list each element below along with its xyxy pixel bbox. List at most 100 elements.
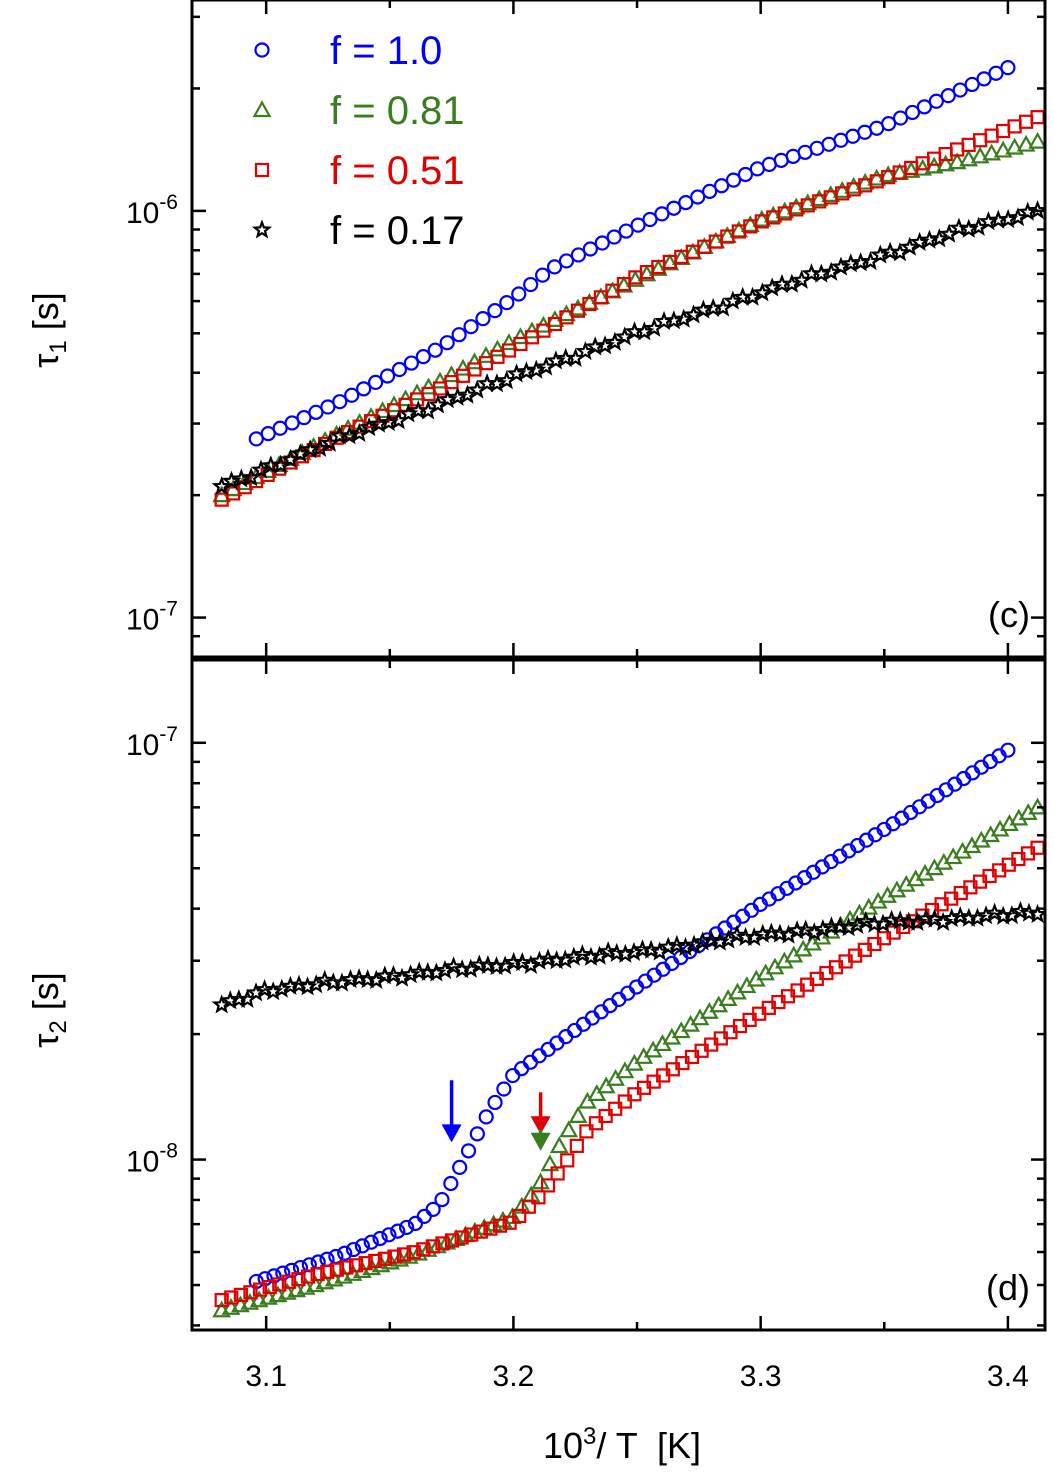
point-c-0-29 <box>594 235 610 251</box>
point-c-3-83 <box>1027 199 1045 220</box>
legend-label-0: f = 1.0 <box>330 29 442 73</box>
point-c-1-66 <box>970 146 990 164</box>
arrows-d <box>441 1080 551 1151</box>
point-d-0-34 <box>549 1035 565 1051</box>
point-c-1-64 <box>947 152 967 170</box>
point-d-2-38 <box>579 1124 594 1139</box>
series-c-2 <box>214 110 1045 507</box>
y-axis-title-c-main: τ <box>25 354 66 368</box>
point-d-3-9 <box>288 974 310 994</box>
legend-item-2: f = 0.51 <box>254 149 465 193</box>
point-c-0-26 <box>558 253 575 269</box>
points-d <box>211 742 1045 1318</box>
point-d-2-35 <box>550 1166 565 1181</box>
point-d-0-14 <box>372 1230 388 1247</box>
point-c-0-17 <box>451 327 467 343</box>
point-d-0-12 <box>354 1238 370 1254</box>
series-d-0 <box>248 742 1016 1290</box>
point-c-1-58 <box>878 165 898 183</box>
point-d-0-30 <box>513 1060 530 1077</box>
point-c-2-67 <box>984 128 999 143</box>
point-c-0-58 <box>940 88 956 104</box>
xtick-label-0: 3.1 <box>245 1360 287 1393</box>
point-d-0-21 <box>434 1191 450 1208</box>
point-d-0-15 <box>381 1227 397 1243</box>
point-c-0-53 <box>881 116 897 132</box>
point-c-0-33 <box>642 211 658 228</box>
point-d-1-38 <box>568 1106 588 1123</box>
point-d-1-33 <box>521 1185 541 1203</box>
point-d-2-14 <box>348 1258 364 1273</box>
point-c-2-69 <box>1007 119 1022 134</box>
point-c-1-50 <box>786 197 806 215</box>
point-d-2-24 <box>444 1233 460 1248</box>
point-d-2-26 <box>464 1227 479 1242</box>
y-axis-title-d-unit: [s] <box>25 972 66 1010</box>
point-d-3-60 <box>726 924 748 944</box>
panel-d: 10-710-8 3.1 3.2 3.3 3.4 τ2[s] (d) 103/ T [… <box>25 658 1047 1466</box>
point-c-3-47 <box>673 308 694 328</box>
point-c-1-52 <box>809 189 829 207</box>
point-c-3-8 <box>290 443 311 463</box>
point-c-1-68 <box>993 140 1013 158</box>
point-d-3-83 <box>924 908 945 928</box>
points-c <box>211 60 1045 507</box>
point-c-0-22 <box>511 286 527 302</box>
point-c-0-11 <box>379 368 396 384</box>
point-d-2-21 <box>416 1242 431 1257</box>
point-c-0-23 <box>523 276 539 293</box>
ytick-label-exp-d-0: -7 <box>159 723 178 746</box>
point-c-0-57 <box>928 93 944 109</box>
point-d-2-42 <box>617 1094 632 1109</box>
point-d-2-18 <box>387 1249 402 1264</box>
point-d-2-41 <box>608 1101 623 1116</box>
point-d-3-50 <box>641 939 662 959</box>
point-c-0-60 <box>964 76 980 93</box>
point-c-3-52 <box>722 290 743 310</box>
point-d-2-12 <box>329 1262 344 1277</box>
point-d-0-16 <box>390 1223 406 1239</box>
point-d-1-35 <box>540 1154 560 1172</box>
point-d-2-6 <box>272 1277 287 1292</box>
point-c-0-3 <box>284 415 300 431</box>
point-c-0-55 <box>904 104 921 121</box>
point-d-0-29 <box>505 1067 521 1084</box>
point-c-1-57 <box>867 168 887 186</box>
y-axis-title-d-main: τ <box>25 1034 66 1048</box>
point-d-2-17 <box>377 1251 392 1266</box>
y-tick-labels-d: 10-710-8 <box>126 723 178 1179</box>
point-d-2-27 <box>473 1224 488 1239</box>
point-d-2-22 <box>425 1239 440 1254</box>
point-c-0-28 <box>582 241 598 257</box>
panel-label-c: (c) <box>988 594 1030 635</box>
point-d-2-3 <box>243 1285 258 1300</box>
legend-label-2: f = 0.51 <box>330 149 465 193</box>
ytick-label-base-c-1: 10 <box>126 604 159 637</box>
series-d-3 <box>211 900 1045 1014</box>
point-c-0-27 <box>570 247 587 263</box>
point-c-0-59 <box>952 82 968 98</box>
ticks-d <box>192 660 1045 1330</box>
point-c-0-20 <box>487 303 503 319</box>
point-c-0-38 <box>702 183 718 199</box>
point-c-0-16 <box>439 335 455 351</box>
point-c-0-30 <box>606 229 622 245</box>
point-c-1-63 <box>936 154 956 172</box>
point-d-2-2 <box>233 1287 248 1302</box>
point-c-0-32 <box>630 217 646 233</box>
point-d-2-13 <box>339 1260 354 1275</box>
point-d-2-28 <box>483 1221 498 1236</box>
point-c-1-65 <box>959 149 979 167</box>
point-d-0-6 <box>301 1257 317 1273</box>
point-c-2-65 <box>961 137 976 152</box>
arrow-head-2 <box>530 1132 551 1151</box>
point-d-3-8 <box>280 975 301 995</box>
point-d-3-1 <box>220 990 241 1010</box>
point-d-2-34 <box>540 1178 556 1193</box>
point-d-0-22 <box>443 1175 459 1192</box>
point-c-1-61 <box>913 158 933 176</box>
legend-label-3: f = 0.17 <box>330 209 465 253</box>
ytick-label-base-d-0: 10 <box>126 729 159 762</box>
point-d-2-11 <box>320 1264 335 1279</box>
